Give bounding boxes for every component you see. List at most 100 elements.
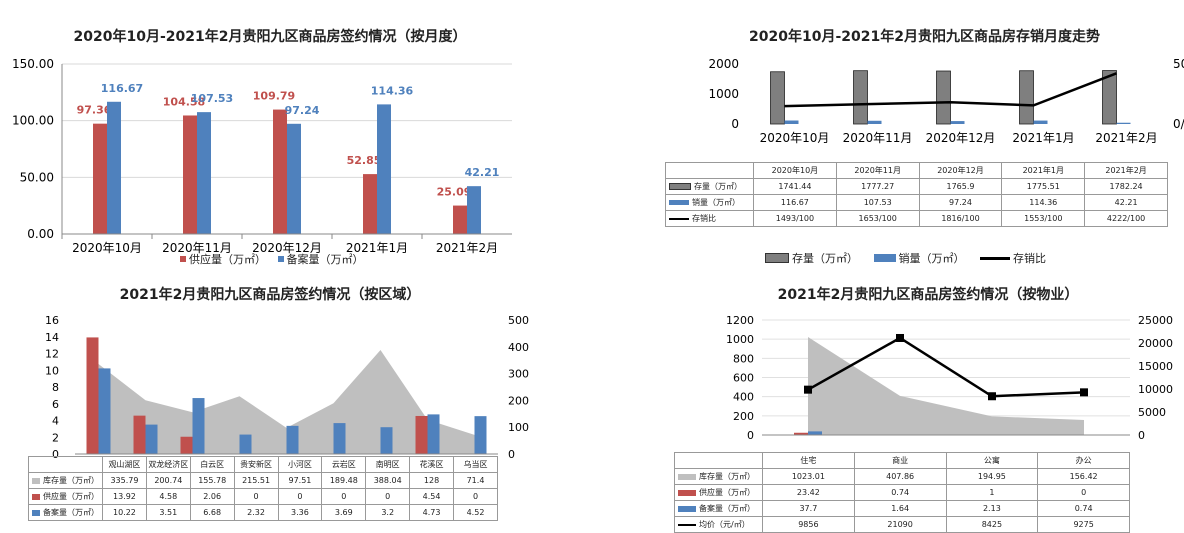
table-cell: 1775.51 xyxy=(1002,179,1085,195)
legend-swatch-record xyxy=(278,256,284,262)
table-cell: 6.68 xyxy=(190,505,234,521)
chart-title: 2020年10月-2021年2月贵阳九区商品房存销月度走势 xyxy=(665,26,1184,46)
table-cell: 1.64 xyxy=(854,501,946,517)
bar-supply xyxy=(134,416,146,454)
x-tick-label: 2020年10月 xyxy=(760,131,830,145)
table-row: 销量（万㎡） 116.67 107.53 97.24 114.36 42.21 xyxy=(666,195,1168,211)
y-tick-label: 200 xyxy=(733,410,754,423)
legend-swatch-supply xyxy=(32,494,40,500)
table-header: 南明区 xyxy=(366,457,410,473)
price-marker xyxy=(896,334,904,342)
y2-tick-label: 0 xyxy=(508,448,515,461)
bar-record xyxy=(381,427,393,454)
bar-record xyxy=(377,104,391,234)
table-cell: 1782.24 xyxy=(1085,179,1168,195)
price-marker xyxy=(804,386,812,394)
data-label: 116.67 xyxy=(101,82,143,95)
price-marker xyxy=(988,392,996,400)
x-tick-label: 2021年2月 xyxy=(436,241,498,255)
table-cell: 1553/100 xyxy=(1002,211,1085,227)
table-row-label: 销量（万㎡） xyxy=(666,195,754,211)
data-label: 42.21 xyxy=(465,166,500,179)
table-header: 小河区 xyxy=(278,457,322,473)
legend-swatch-record xyxy=(32,510,40,516)
y2-tick-label: 25000 xyxy=(1138,314,1173,327)
data-label: 114.36 xyxy=(371,84,414,97)
table-row-label: 库存量（万㎡） xyxy=(675,469,763,485)
chart-data-table: 2020年10月 2020年11月 2020年12月 2021年1月 2021年… xyxy=(665,162,1168,227)
y2-tick-label: 5000 xyxy=(1138,406,1166,419)
table-cell: 1777.27 xyxy=(836,179,919,195)
y2-tick-label: 0 xyxy=(1138,429,1145,442)
table-row-label: 备案量（万㎡） xyxy=(29,505,103,521)
y-tick-label: 12 xyxy=(45,348,59,361)
table-cell: 200.74 xyxy=(146,473,190,489)
legend-swatch-sale xyxy=(669,200,689,205)
y-tick-label: 10 xyxy=(45,364,59,377)
bar-record xyxy=(107,102,121,234)
table-cell: 9275 xyxy=(1038,517,1130,533)
bar-supply xyxy=(87,337,99,454)
legend-swatch-ratio xyxy=(669,218,689,220)
legend-swatch-sale xyxy=(874,254,896,262)
chart-data-table: 住宅 商业 公寓 办公 库存量（万㎡） 1023.01 407.86 194.9… xyxy=(674,452,1130,533)
bar-supply xyxy=(453,206,467,234)
bar-record xyxy=(808,431,822,435)
y-tick-label: 0 xyxy=(731,117,739,131)
table-cell: 189.48 xyxy=(322,473,366,489)
x-tick-label: 2021年2月 xyxy=(1095,131,1157,145)
table-header: 办公 xyxy=(1038,453,1130,469)
y-tick-label: 0.00 xyxy=(27,227,54,241)
table-cell: 4.73 xyxy=(410,505,454,521)
y-tick-label: 8 xyxy=(52,381,59,394)
y-tick-label: 100.00 xyxy=(12,114,54,128)
y2-tick-label: 300 xyxy=(508,368,529,381)
table-row: 均价（元/㎡） 9856 21090 8425 9275 xyxy=(675,517,1130,533)
table-cell: 0 xyxy=(366,489,410,505)
data-label: 25.09 xyxy=(437,186,472,199)
table-cell: 128 xyxy=(410,473,454,489)
table-row: 存量（万㎡） 1741.44 1777.27 1765.9 1775.51 17… xyxy=(666,179,1168,195)
table-cell: 3.2 xyxy=(366,505,410,521)
bar-record xyxy=(287,124,301,234)
table-header: 住宅 xyxy=(763,453,855,469)
y-tick-label: 6 xyxy=(52,398,59,411)
table-cell: 3.36 xyxy=(278,505,322,521)
table-cell: 407.86 xyxy=(854,469,946,485)
table-row-label: 均价（元/㎡） xyxy=(675,517,763,533)
table-cell: 1023.01 xyxy=(763,469,855,485)
table-header: 贵安新区 xyxy=(234,457,278,473)
data-label: 97.36 xyxy=(77,104,112,117)
table-cell: 0 xyxy=(454,489,498,505)
table-cell: 335.79 xyxy=(103,473,147,489)
bar-sale xyxy=(785,120,799,124)
table-header: 2020年10月 xyxy=(754,163,837,179)
table-row: 备案量（万㎡） 37.7 1.64 2.13 0.74 xyxy=(675,501,1130,517)
table-cell: 71.4 xyxy=(454,473,498,489)
bar-record xyxy=(240,435,252,454)
table-cell: 215.51 xyxy=(234,473,278,489)
chart-legend: 存量（万㎡） 销量（万㎡） 存销比 xyxy=(765,250,1046,266)
y-tick-label: 4 xyxy=(52,415,59,428)
bar-record xyxy=(287,426,299,454)
table-cell: 4.58 xyxy=(146,489,190,505)
table-header: 商业 xyxy=(854,453,946,469)
bar-supply xyxy=(183,115,197,234)
table-cell: 97.24 xyxy=(919,195,1002,211)
x-tick-label: 2021年1月 xyxy=(1012,131,1074,145)
table-row-label: 存销比 xyxy=(666,211,754,227)
y2-tick-label: 20000 xyxy=(1138,337,1173,350)
table-cell: 0.74 xyxy=(1038,501,1130,517)
legend-label-record: 备案量（万㎡） xyxy=(287,253,364,266)
bar-sale xyxy=(1034,121,1048,124)
bar-sale xyxy=(868,121,882,124)
y-tick-label: 1000 xyxy=(726,333,754,346)
chart-title: 2021年2月贵阳九区商品房签约情况（按物业） xyxy=(672,284,1184,304)
table-cell: 3.69 xyxy=(322,505,366,521)
legend-label-sale: 销量（万㎡） xyxy=(899,252,965,265)
x-tick-label: 2020年11月 xyxy=(843,131,913,145)
bar-stock xyxy=(937,71,951,124)
table-header-row: 住宅 商业 公寓 办公 xyxy=(675,453,1130,469)
